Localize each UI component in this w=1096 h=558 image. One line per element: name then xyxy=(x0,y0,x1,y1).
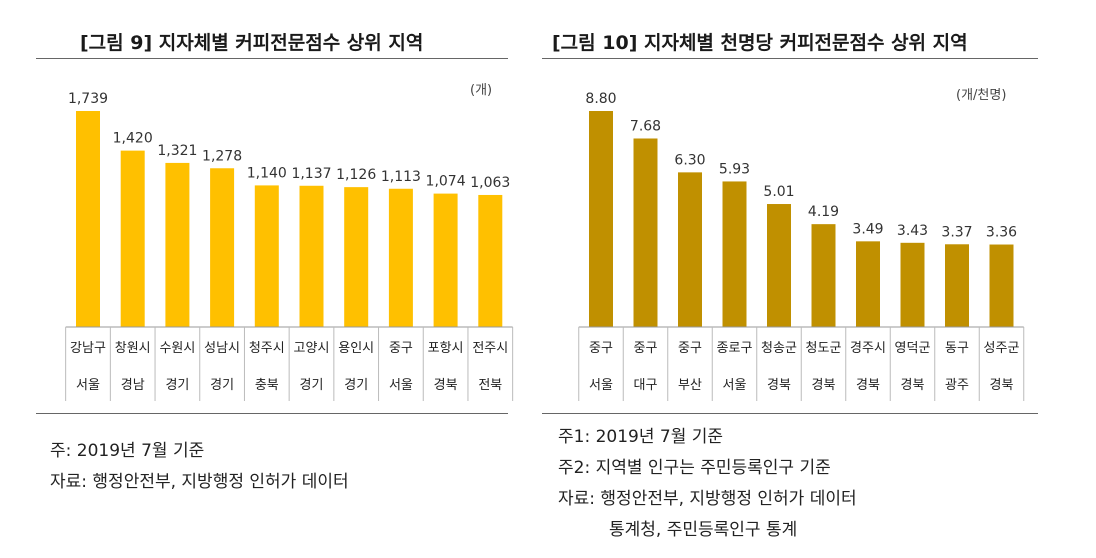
figure-10-source-2: 통계청, 주민등록인구 통계 xyxy=(609,520,798,540)
bar-2 xyxy=(633,138,658,327)
data-label-7: 3.49 xyxy=(852,221,883,237)
bar-10 xyxy=(478,194,503,327)
region-label-7: 경북 xyxy=(856,378,880,393)
category-label-7: 경주시 xyxy=(850,341,886,356)
bar-10 xyxy=(989,244,1014,327)
category-label-6: 청도군 xyxy=(806,341,842,356)
data-label-8: 1,113 xyxy=(381,169,421,185)
bar-5 xyxy=(767,204,791,327)
bar-9 xyxy=(945,244,969,327)
bar-3 xyxy=(165,162,190,327)
region-label-3: 경기 xyxy=(165,378,189,393)
region-label-7: 경기 xyxy=(344,378,368,393)
data-label-2: 1,420 xyxy=(113,131,153,147)
bar-3 xyxy=(678,172,702,327)
region-label-2: 대구 xyxy=(634,378,658,393)
bar-8 xyxy=(900,242,925,327)
data-label-1: 8.80 xyxy=(585,91,616,107)
bar-9 xyxy=(433,193,458,327)
bar-4 xyxy=(210,168,235,327)
figure-9-bottom-rule xyxy=(36,413,508,414)
data-label-2: 7.68 xyxy=(630,118,661,134)
category-label-5: 청주시 xyxy=(249,341,285,356)
region-label-4: 서울 xyxy=(723,378,747,393)
region-label-8: 서울 xyxy=(389,378,413,393)
category-label-1: 중구 xyxy=(589,341,613,356)
figure-9-title: [그림 9] 지자체별 커피전문점수 상위 지역 xyxy=(80,32,424,54)
figure-10-title: [그림 10] 지자체별 천명당 커피전문점수 상위 지역 xyxy=(552,32,968,54)
figure-10-bottom-rule xyxy=(542,413,1038,414)
region-label-6: 경기 xyxy=(300,378,324,393)
category-label-6: 고양시 xyxy=(294,341,330,356)
data-label-5: 1,140 xyxy=(247,165,287,181)
region-label-1: 서울 xyxy=(76,378,100,393)
category-label-3: 수원시 xyxy=(159,341,195,356)
region-label-3: 부산 xyxy=(678,378,702,393)
bar-5 xyxy=(254,185,279,327)
bar-7 xyxy=(344,187,369,327)
data-label-5: 5.01 xyxy=(763,184,794,200)
figure-9-top-rule xyxy=(36,58,508,59)
region-label-1: 서울 xyxy=(589,378,613,393)
bar-1 xyxy=(76,111,100,327)
category-label-8: 중구 xyxy=(389,341,413,356)
category-label-8: 영덕군 xyxy=(895,341,931,356)
data-label-7: 1,126 xyxy=(336,167,376,183)
region-label-6: 경북 xyxy=(812,378,836,393)
data-label-4: 1,278 xyxy=(202,148,242,164)
category-label-3: 중구 xyxy=(678,341,702,356)
figure-9-unit: (개) xyxy=(470,83,493,98)
data-label-10: 3.36 xyxy=(986,225,1017,241)
category-label-4: 성남시 xyxy=(204,341,240,356)
data-label-4: 5.93 xyxy=(719,161,750,177)
category-label-7: 용인시 xyxy=(338,341,374,356)
bar-6 xyxy=(299,185,324,327)
region-label-8: 경북 xyxy=(901,378,925,393)
figure-10-note-1: 주1: 2019년 7월 기준 xyxy=(558,427,724,447)
bar-7 xyxy=(856,241,880,327)
region-label-10: 경북 xyxy=(990,378,1014,393)
figure-10-top-rule xyxy=(542,58,1038,59)
data-label-10: 1,063 xyxy=(470,175,510,191)
category-label-1: 강남구 xyxy=(70,341,106,356)
region-label-5: 경북 xyxy=(767,378,791,393)
data-label-8: 3.43 xyxy=(897,223,928,239)
bar-1 xyxy=(589,111,613,327)
category-label-5: 청송군 xyxy=(761,341,797,356)
data-label-6: 4.19 xyxy=(808,204,839,220)
region-label-10: 전북 xyxy=(478,378,502,393)
category-label-10: 성주군 xyxy=(984,341,1020,356)
data-label-9: 3.37 xyxy=(941,224,972,240)
region-label-9: 경북 xyxy=(434,378,458,393)
category-label-9: 동구 xyxy=(945,341,969,356)
figure-10-panel: [그림 10] 지자체별 천명당 커피전문점수 상위 지역 (개/천명) 8.8… xyxy=(530,0,1096,558)
category-label-2: 중구 xyxy=(634,341,658,356)
category-label-4: 종로구 xyxy=(717,341,753,356)
figure-10-note-2: 주2: 지역별 인구는 주민등록인구 기준 xyxy=(558,458,831,478)
data-label-3: 6.30 xyxy=(674,152,705,168)
category-label-10: 전주시 xyxy=(472,341,508,356)
data-label-1: 1,739 xyxy=(68,91,108,107)
region-label-5: 충북 xyxy=(255,378,279,393)
bar-2 xyxy=(120,150,145,327)
figure-10-unit: (개/천명) xyxy=(956,88,1007,103)
data-label-6: 1,137 xyxy=(291,166,331,182)
bar-4 xyxy=(722,181,747,327)
region-label-9: 광주 xyxy=(945,378,969,393)
category-label-2: 창원시 xyxy=(115,341,151,356)
data-label-9: 1,074 xyxy=(426,174,466,190)
figure-10-source: 자료: 행정안전부, 지방행정 인허가 데이터 xyxy=(558,489,857,509)
data-label-3: 1,321 xyxy=(157,143,197,159)
category-label-9: 포항시 xyxy=(428,341,464,356)
figure-9-source: 자료: 행정안전부, 지방행정 인허가 데이터 xyxy=(50,472,349,492)
bar-6 xyxy=(811,224,836,327)
region-label-2: 경남 xyxy=(121,378,145,393)
bar-8 xyxy=(388,188,413,327)
figure-9-note: 주: 2019년 7월 기준 xyxy=(50,441,205,461)
region-label-4: 경기 xyxy=(210,378,234,393)
figure-9-panel: [그림 9] 지자체별 커피전문점수 상위 지역 (개) 1,739 1,420 1… xyxy=(0,0,530,558)
